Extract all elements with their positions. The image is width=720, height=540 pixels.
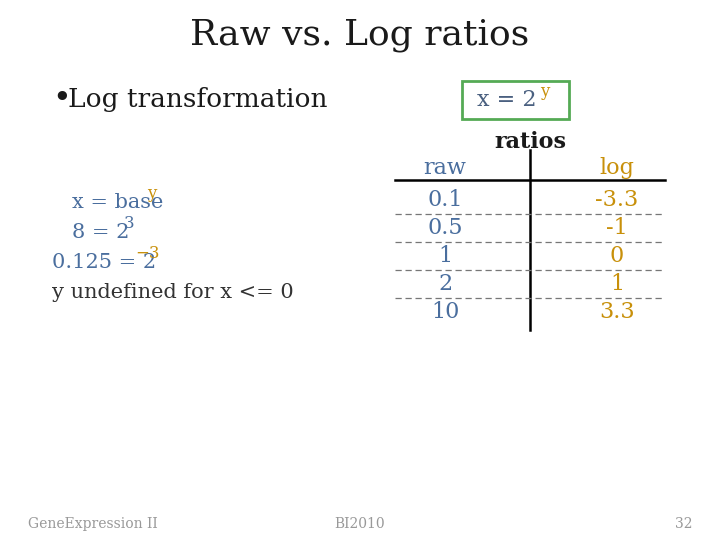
Text: 32: 32 [675, 517, 692, 531]
Text: 3: 3 [124, 215, 135, 233]
Text: •: • [52, 84, 71, 116]
Text: ratios: ratios [494, 131, 566, 153]
Text: GeneExpression II: GeneExpression II [28, 517, 158, 531]
Text: 0: 0 [610, 245, 624, 267]
Text: y: y [540, 83, 549, 99]
Text: −3: −3 [135, 246, 160, 262]
Text: 10: 10 [431, 301, 459, 323]
Text: x = 2: x = 2 [477, 89, 536, 111]
Text: 8 = 2: 8 = 2 [72, 222, 130, 241]
FancyBboxPatch shape [462, 81, 569, 119]
Text: 0.125 = 2: 0.125 = 2 [52, 253, 156, 272]
Text: log: log [600, 157, 634, 179]
Text: -1: -1 [606, 217, 628, 239]
Text: Raw vs. Log ratios: Raw vs. Log ratios [190, 18, 530, 52]
Text: 1: 1 [438, 245, 452, 267]
Text: -3.3: -3.3 [595, 189, 639, 211]
Text: x = base: x = base [72, 192, 163, 212]
Text: 0.1: 0.1 [427, 189, 463, 211]
Text: raw: raw [423, 157, 467, 179]
Text: 0.5: 0.5 [427, 217, 463, 239]
Text: BI2010: BI2010 [335, 517, 385, 531]
Text: 2: 2 [438, 273, 452, 295]
Text: y undefined for x <= 0: y undefined for x <= 0 [52, 282, 294, 301]
Text: Log transformation: Log transformation [68, 87, 328, 112]
Text: 1: 1 [610, 273, 624, 295]
Text: 3.3: 3.3 [599, 301, 635, 323]
Text: y: y [147, 186, 156, 202]
